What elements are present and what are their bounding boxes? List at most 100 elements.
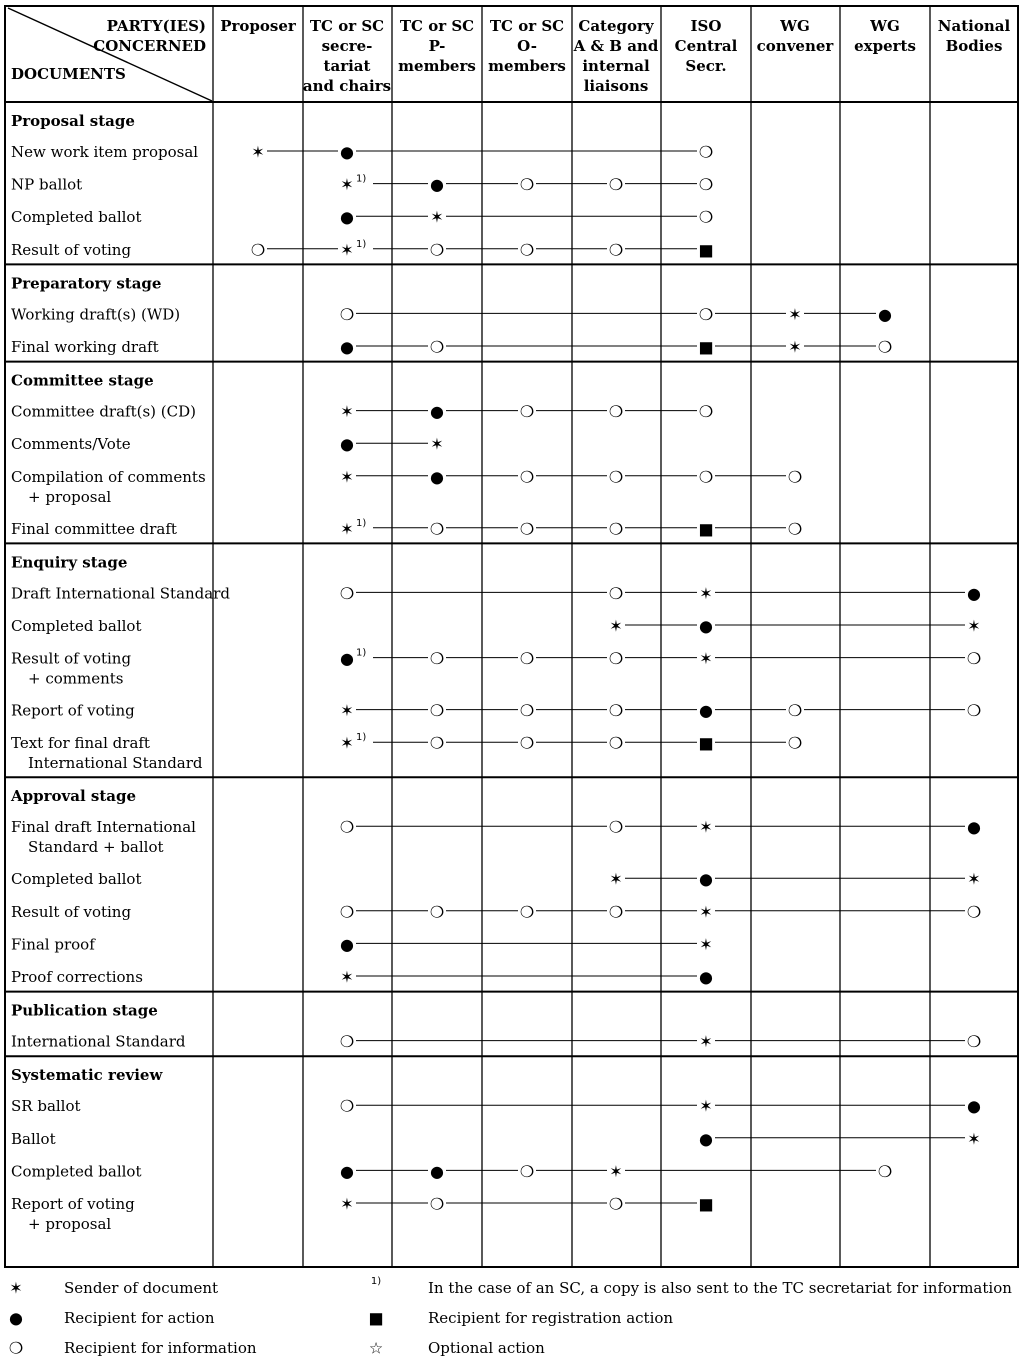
flow-mark: ❍ [788,734,802,753]
column-header: TC or SC secre-tariat and chairs [303,17,391,95]
flow-mark: ● [699,968,713,987]
flow-mark: ✶ [699,649,712,668]
document-label: Comments/Vote [11,435,131,453]
stage-title: Publication stage [11,1002,158,1020]
table-row: Result of voting ❍ ❍ ❍ ❍ ✶ ❍ [11,902,981,921]
documents-label: DOCUMENTS [11,65,126,83]
table-row: Compilation of comments + proposal ✶ ● ❍ ❍ ❍ ❍ [11,467,802,506]
legend-symbol: ● [9,1309,23,1328]
flow-mark: ❍ [520,402,534,421]
stage-title: Proposal stage [11,112,135,130]
stage-section: Approval stage Final draft International S… [10,787,981,986]
legend-item: ● Recipient for action [9,1309,215,1328]
column-header-line: Proposer [220,17,297,35]
document-label: Report of voting [11,702,135,720]
flow-mark: ● [430,467,444,486]
footnote-mark: 1) [356,174,366,185]
column-header-line: members [488,57,566,75]
table-row: Final proof ● ✶ [11,935,713,954]
column-header-line: Secr. [685,57,726,75]
footnote-mark: 1) [356,648,366,659]
document-label: NP ballot [11,176,82,194]
flow-mark: ❍ [340,1097,354,1116]
flow-mark: ✶ [340,968,353,987]
legend-item: ❍ Recipient for information [9,1339,257,1358]
column-header: WG convener [757,17,835,55]
table-border [4,5,1019,1268]
flow-mark: ● [340,435,354,454]
flow-mark: ❍ [520,467,534,486]
document-label: Result of voting [11,903,131,921]
flow-mark: ● [340,143,354,162]
column-header-line: liaisons [584,77,649,95]
table-row: Working draft(s) (WD) ❍ ❍ ✶ ● [11,305,892,324]
table-row: Final committee draft ✶ 1) ❍ ❍ ❍ ■ ❍ [11,518,802,539]
document-label: + proposal [28,1215,111,1233]
flow-mark: ■ [698,240,713,259]
column-header: TC or SC P-members [398,17,476,75]
stage-section: Enquiry stage Draft International Standar… [11,553,981,772]
column-header: WG experts [854,17,916,55]
table-row: NP ballot ✶ 1) ● ❍ ❍ ❍ [11,174,713,195]
legend-text: Recipient for action [64,1309,215,1327]
flow-mark: ❍ [609,175,623,194]
flow-mark: ❍ [967,701,981,720]
column-header: ISO Central Secr. [675,17,738,75]
legend: ✶ Sender of document 1) In the case of an S… [9,1276,1012,1358]
flow-mark: ● [699,617,713,636]
flow-mark: ■ [698,519,713,538]
table-row: Comments/Vote ● ✶ [11,435,444,454]
stage-title: Systematic review [11,1066,163,1084]
legend-symbol: ✶ [9,1279,22,1298]
legend-symbol: ■ [368,1309,383,1328]
flow-mark: ✶ [340,1195,353,1214]
table-grid [4,5,1019,1268]
flow-mark: ❍ [340,305,354,324]
document-label: Final working draft [11,338,159,356]
party-concerned-label: CONCERNED [93,37,206,55]
flow-mark: ❍ [520,649,534,668]
table-row: Report of voting + proposal ✶ ❍ ❍ ■ [11,1195,714,1234]
flow-mark: ❍ [609,584,623,603]
flow-mark: ✶ [967,1129,980,1148]
column-header: TC or SC O-members [488,17,566,75]
column-header: Category A & B and internal liaisons [573,17,659,95]
legend-item: 1) In the case of an SC, a copy is also s… [371,1276,1012,1297]
flow-mark: ❍ [878,1162,892,1181]
document-label: Final committee draft [11,520,177,538]
flow-mark: ❍ [520,902,534,921]
column-header-line: members [398,57,476,75]
document-label: Completed ballot [11,870,141,888]
document-label: Result of voting [11,650,131,668]
flow-mark: ❍ [430,734,444,753]
document-label: Result of voting [11,241,131,259]
table-row: Draft International Standard ❍ ❍ ✶ ● [11,584,981,603]
column-header-line: Category [578,17,655,35]
flow-mark: ❍ [967,1032,981,1051]
flow-mark: ❍ [340,584,354,603]
legend-symbol: ☆ [369,1339,383,1358]
flow-mark: ❍ [788,519,802,538]
column-header-line: TC or SC [310,17,384,35]
flow-mark: ❍ [430,701,444,720]
flow-mark: ❍ [520,701,534,720]
document-label: Final draft International [11,818,196,836]
table-row: International Standard ❍ ✶ ❍ [11,1032,981,1051]
legend-text: In the case of an SC, a copy is also sen… [428,1279,1012,1297]
table-row: Completed ballot ✶ ● ✶ [11,617,981,636]
document-label: Ballot [11,1130,56,1148]
flow-mark: ❍ [609,240,623,259]
flow-mark: ✶ [699,935,712,954]
flow-mark: ❍ [967,649,981,668]
legend-text: Recipient for information [64,1339,257,1357]
flow-mark: ■ [698,338,713,357]
flow-mark: ● [430,402,444,421]
column-header-line: and chairs [303,77,391,95]
flow-mark: ❍ [967,902,981,921]
flow-mark: ● [340,338,354,357]
stage-title: Preparatory stage [11,274,161,292]
flow-mark: ✶ [340,175,353,194]
